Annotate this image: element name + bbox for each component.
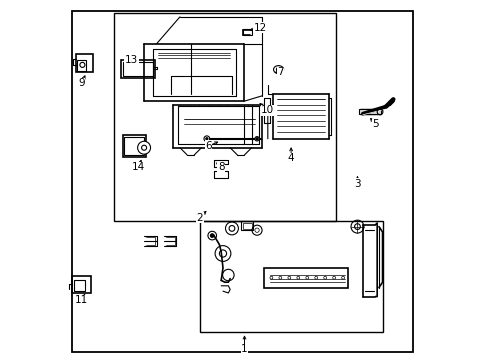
Circle shape xyxy=(205,138,207,140)
Text: 5: 5 xyxy=(371,120,378,129)
Circle shape xyxy=(277,68,279,71)
Circle shape xyxy=(323,276,326,279)
Text: 8: 8 xyxy=(218,162,224,172)
Text: 6: 6 xyxy=(205,141,211,151)
Bar xyxy=(122,135,145,157)
Bar xyxy=(74,280,85,291)
Text: 10: 10 xyxy=(261,105,274,115)
Circle shape xyxy=(142,145,146,150)
Text: 11: 11 xyxy=(75,295,88,305)
Circle shape xyxy=(203,136,209,141)
Text: 12: 12 xyxy=(253,23,267,33)
Circle shape xyxy=(314,276,317,279)
Bar xyxy=(124,137,144,155)
Circle shape xyxy=(341,276,344,279)
Bar xyxy=(77,60,86,71)
Bar xyxy=(264,268,348,288)
Bar xyxy=(121,60,155,78)
Text: 14: 14 xyxy=(132,162,145,172)
Bar xyxy=(241,221,253,230)
Circle shape xyxy=(276,67,280,72)
Bar xyxy=(113,13,335,221)
Bar xyxy=(199,221,382,332)
Circle shape xyxy=(278,276,281,279)
Text: 9: 9 xyxy=(78,78,84,88)
Bar xyxy=(72,276,91,293)
Text: 3: 3 xyxy=(353,179,360,189)
Circle shape xyxy=(269,276,272,279)
Circle shape xyxy=(296,276,299,279)
Circle shape xyxy=(255,138,258,140)
Circle shape xyxy=(287,276,290,279)
Circle shape xyxy=(137,141,150,154)
Circle shape xyxy=(254,136,259,141)
Circle shape xyxy=(305,276,308,279)
Bar xyxy=(242,223,251,229)
Bar xyxy=(123,62,152,76)
Bar xyxy=(76,54,93,72)
Text: 7: 7 xyxy=(277,67,283,77)
Circle shape xyxy=(80,62,85,67)
Bar xyxy=(359,109,380,114)
Text: 2: 2 xyxy=(196,213,203,222)
Text: 4: 4 xyxy=(287,153,294,163)
Bar xyxy=(242,30,251,35)
Text: 13: 13 xyxy=(124,55,138,65)
Circle shape xyxy=(210,234,214,237)
Text: 1: 1 xyxy=(241,344,247,354)
Circle shape xyxy=(332,276,335,279)
